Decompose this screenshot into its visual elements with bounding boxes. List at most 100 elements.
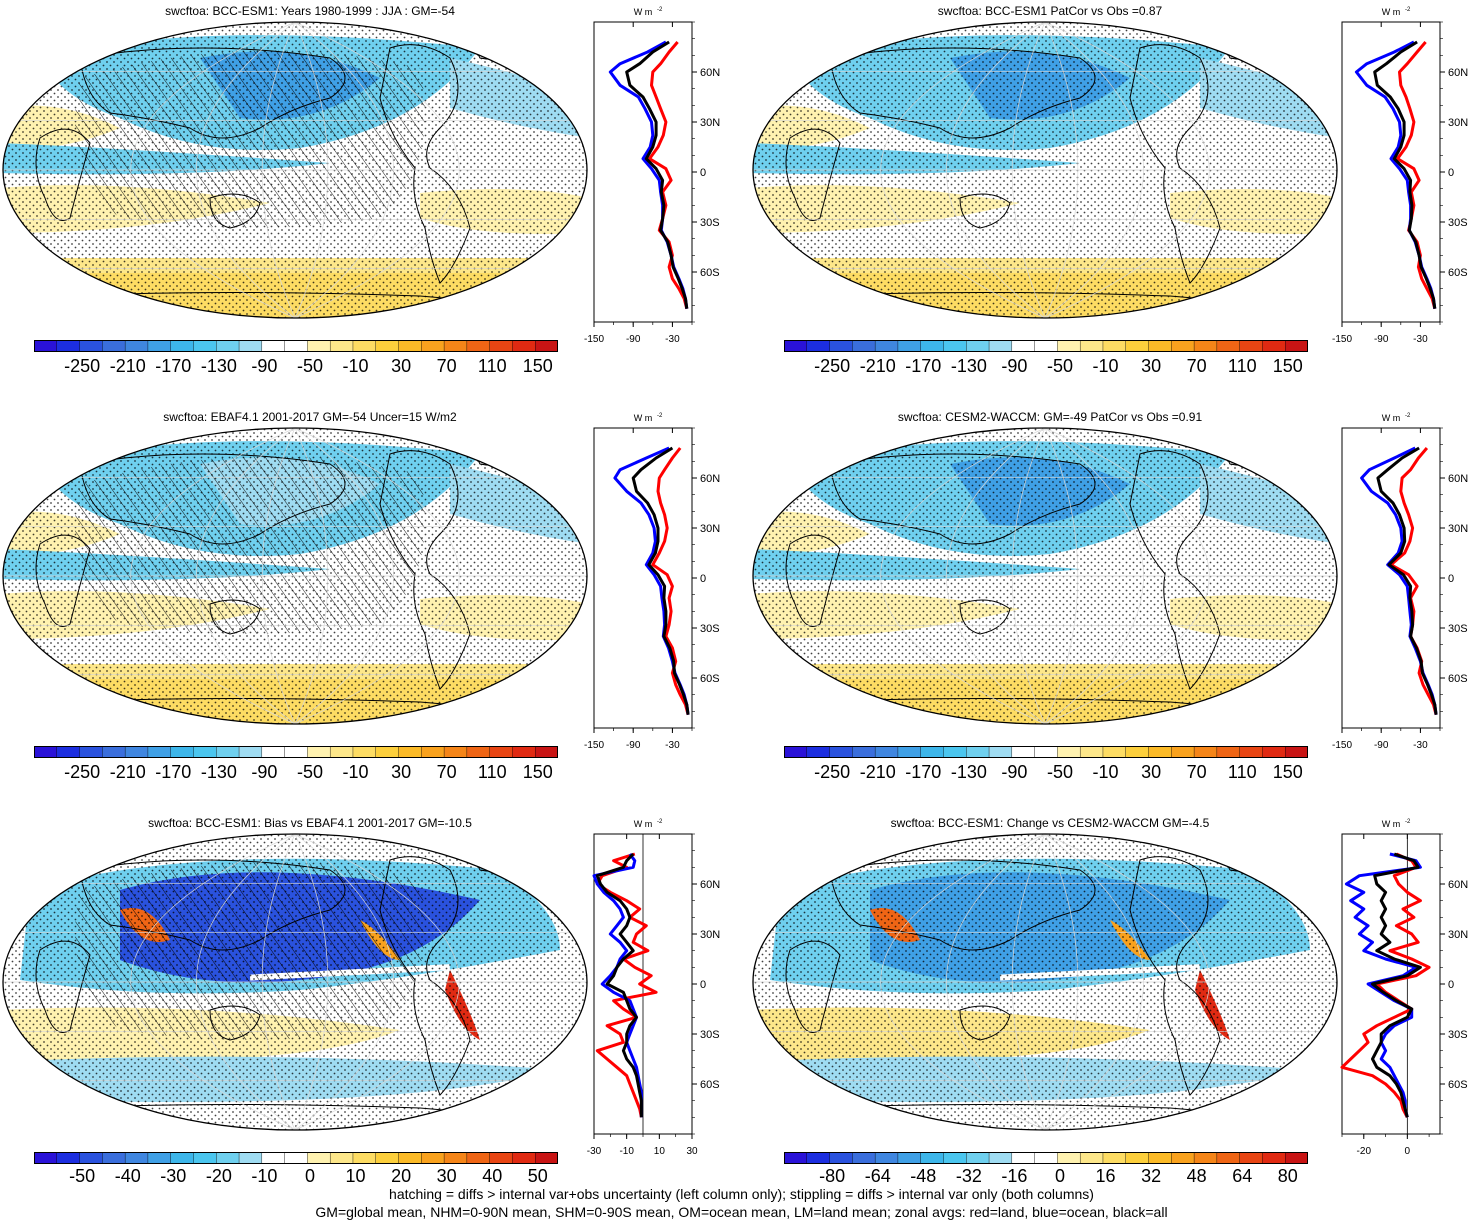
graticule-meridian (261, 428, 296, 724)
colorbar-tick-label: -250 (64, 356, 101, 376)
zonal-x-tick-label: -90 (1374, 740, 1389, 751)
colorbar-tick-label: -210 (109, 762, 146, 782)
graticule-meridian (1044, 834, 1210, 1130)
zonal-series-red (648, 41, 689, 310)
colorbar-swatch (1262, 746, 1286, 758)
colorbar-swatch (1125, 746, 1150, 758)
colorbar-tick-label: -80 (819, 1166, 846, 1186)
colorbar-swatch (1034, 1152, 1058, 1164)
zonal-y-tick-label: 60N (700, 473, 720, 485)
zonal-x-tick-label: 10 (654, 1146, 666, 1157)
zonal-y-tick-label: 30S (700, 1029, 720, 1041)
map-border (2, 427, 588, 725)
colorbar-swatch (170, 340, 195, 352)
colorbar-swatch (1079, 746, 1104, 758)
colorbar-swatch (466, 746, 491, 758)
zonal-series-blue (1360, 446, 1438, 715)
colorbar-swatch (216, 1152, 240, 1164)
zonal-x-tick-label: -30 (665, 334, 680, 345)
coastline (379, 856, 471, 1096)
graticule-meridian (294, 834, 329, 1130)
colorbar-swatch (1011, 1152, 1036, 1164)
zonal-y-tick-label: 30N (700, 523, 720, 535)
zonal-y-tick-label: 30S (700, 217, 720, 229)
graticule-meridian (294, 428, 460, 724)
graticule-meridian (294, 22, 460, 318)
zonal-series-red (595, 852, 658, 1118)
panel-title-2: swcftoa: BCC-ESM1 PatCor vs Obs =0.87 (937, 4, 1163, 18)
colorbar-swatch (1057, 746, 1081, 758)
colorbar-swatch (124, 746, 149, 758)
colorbar-tick-label: -130 (200, 356, 237, 376)
colorbar-swatch (829, 1152, 853, 1164)
colorbar-tick-label: 30 (391, 356, 412, 376)
colorbar-3 (34, 746, 558, 758)
colorbar-tick-label: -10 (342, 762, 369, 782)
colorbar-tick-label: -64 (864, 1166, 891, 1186)
colorbar-tick-label: -90 (1001, 356, 1028, 376)
graticule-meridian (1044, 22, 1210, 318)
colorbar-swatch (34, 340, 58, 352)
graticule-meridian (261, 22, 296, 318)
colorbar-swatch (829, 340, 853, 352)
colorbar-swatch (1034, 746, 1058, 758)
colorbar-swatch (920, 1152, 945, 1164)
colorbar-swatch (1171, 1152, 1195, 1164)
zonal-mean-plot-3: W m -2 -150 -90 -30 60N 30N 0 30S 60S (584, 413, 720, 751)
zonal-units-label: W m (634, 819, 653, 829)
colorbar-labels-4: -250 -210 -170 -130 -90 -50 -10 30 70 110 150 (784, 762, 1308, 784)
stippling (753, 428, 1337, 724)
colorbar-swatch (398, 340, 422, 352)
zonal-y-tick-label: 0 (700, 573, 706, 585)
colorbar-swatch (124, 340, 149, 352)
colorbar-tick-label: -50 (296, 762, 324, 782)
colorbar-swatch (1057, 1152, 1081, 1164)
map-panel-1 (2, 21, 588, 319)
colorbar-tick-label: -210 (109, 356, 146, 376)
coastline (785, 940, 841, 1033)
colorbar-tick-label: -10 (1092, 762, 1119, 782)
colorbar-swatch (784, 746, 808, 758)
coastline (79, 47, 346, 139)
colorbar-swatch (966, 340, 990, 352)
colorbar-swatch (512, 1152, 536, 1164)
zonal-units-label: W m (1382, 7, 1401, 17)
zonal-y-tick-label: 0 (1448, 167, 1454, 179)
zonal-units-sup: -2 (657, 413, 663, 419)
colorbar-tick-label: -50 (296, 356, 324, 376)
colorbar-swatch (216, 340, 240, 352)
colorbar-swatch (988, 1152, 1013, 1164)
colorbar-frame (784, 746, 1308, 758)
colorbar-tick-label: 30 (1141, 762, 1162, 782)
colorbar-swatch (943, 1152, 967, 1164)
zonal-y-tick-label: 60N (700, 67, 720, 79)
map-border (752, 427, 1338, 725)
colorbar-swatch (852, 746, 876, 758)
colorbar-tick-label: -10 (1092, 356, 1119, 376)
colorbar-tick-label: 70 (1186, 356, 1207, 376)
colorbar-swatch (1285, 1152, 1308, 1164)
panel-title-4: swcftoa: CESM2-WACCM: GM=-49 PatCor vs O… (897, 410, 1203, 424)
colorbar-swatch (1193, 340, 1218, 352)
colorbar-swatch (1148, 340, 1172, 352)
zonal-y-tick-label: 60N (1448, 879, 1468, 891)
zonal-y-tick-label: 30N (700, 117, 720, 129)
graticule-meridian (294, 834, 394, 1130)
colorbar-swatch (307, 746, 331, 758)
colorbar-swatch (1034, 340, 1058, 352)
colorbar-tick-label: 150 (522, 762, 553, 782)
colorbar-tick-label: -210 (859, 762, 896, 782)
colorbar-tick-label: -170 (155, 356, 192, 376)
graticule-meridian (196, 22, 296, 318)
colorbar-swatch (1285, 746, 1308, 758)
zonal-mean-plot-4: W m -2 -150 -90 -30 60N 30N 0 30S 60S (1332, 413, 1468, 751)
colorbar-swatch (966, 746, 990, 758)
colorbar-tick-label: -48 (910, 1166, 937, 1186)
colorbar-swatch (1239, 1152, 1264, 1164)
map-border (752, 21, 1338, 319)
colorbar-swatch (284, 1152, 308, 1164)
graticule-meridian (1044, 22, 1079, 318)
colorbar-swatch (1011, 340, 1036, 352)
colorbar-swatch (238, 1152, 263, 1164)
coastline (829, 47, 1096, 139)
